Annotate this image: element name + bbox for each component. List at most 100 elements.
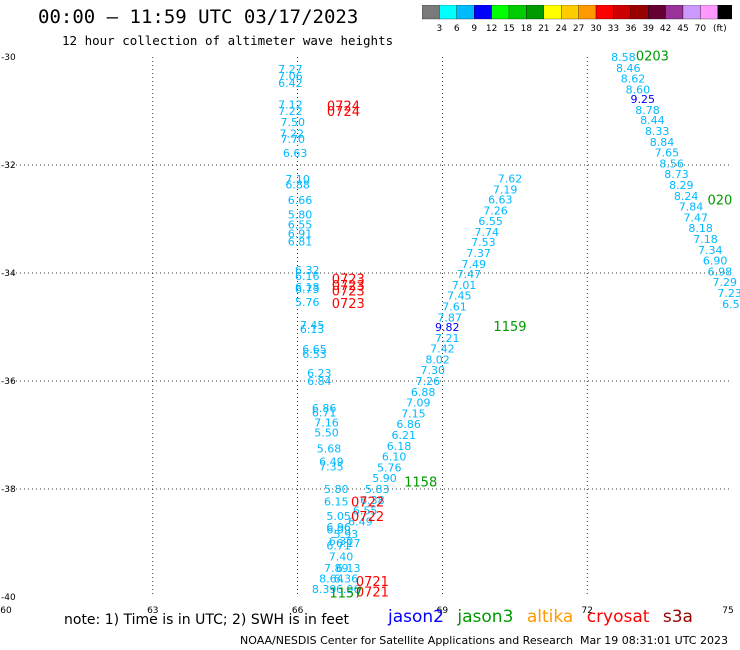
y-tick-label: -40 [1,593,16,603]
swh-value: 7.29 [713,276,738,289]
y-tick-label: -30 [1,53,16,63]
colorbar-swatch [543,5,562,20]
swh-value: 7.62 [498,173,523,186]
colorbar-swatch [422,5,440,20]
swh-value: 6.88 [411,386,436,399]
swh-value: 8.64 [319,573,344,586]
swh-value: 7.12 [278,99,303,112]
pass-time-label: 1159 [493,320,526,335]
credit-text: NOAA/NESDIS Center for Satellite Applica… [240,634,574,647]
swh-value: 6.17 [336,537,361,550]
swh-value: 8.24 [674,190,699,203]
colorbar-label: 42 [660,24,671,34]
footer-note: note: 1) Time is in UTC; 2) SWH is in fe… [64,612,350,628]
swh-value: 6.13 [336,562,361,575]
swh-value: 7.84 [679,201,704,214]
y-tick-label: -36 [1,377,16,387]
colorbar-swatch [474,5,492,20]
swh-value: 7.45 [300,319,325,332]
colorbar-label: 15 [503,24,514,34]
swh-value: 8.73 [664,168,689,181]
swh-value: 5.50 [314,426,339,439]
swh-value: 6.10 [382,451,407,464]
swh-value: 6.38 [360,494,385,507]
swh-value: 8.84 [650,136,675,149]
pass-time-label: 0723 [332,297,365,312]
swh-value: 6.18 [295,281,320,294]
swh-value: 6.81 [288,236,313,249]
swh-value: 7.19 [493,183,518,196]
swh-value: 7.18 [693,233,718,246]
colorbar-label: 45 [677,24,688,34]
swh-value: 7.70 [281,133,306,146]
swh-value: 5.76 [295,296,320,309]
colorbar-swatch [665,5,684,20]
swh-value: 6.86 [312,402,337,415]
swh-value: 7.74 [475,226,500,239]
swh-value: 6.71 [326,540,351,553]
chart-subtitle: 12 hour collection of altimeter wave hei… [62,33,394,48]
swh-value: 6.65 [302,343,327,356]
pass-time-label: 020 [708,194,733,209]
swh-value: 8.46 [616,62,641,75]
swh-value: 5.80 [288,209,313,222]
colorbar-label: 36 [625,24,637,34]
swh-value: 7.53 [471,236,496,249]
pass-time-label: 0203 [636,49,669,64]
swh-value: 6.98 [708,265,733,278]
swh-value: 7.09 [406,397,431,410]
swh-value: 8.60 [626,83,651,96]
colorbar-label: 30 [590,24,602,34]
swh-value: 6.55 [353,505,378,518]
swh-value: 7.16 [314,417,339,430]
swh-value: 7.42 [430,343,455,356]
swh-value: 5.90 [372,472,397,485]
swh-value: 9.82 [435,321,460,334]
swh-value: 8.33 [645,125,670,138]
colorbar-label: (ft) [713,24,727,34]
colorbar-label: 39 [642,24,654,34]
colorbar-swatch [578,5,597,20]
colorbar-label: 21 [538,24,549,34]
swh-value: 8.02 [425,353,450,366]
swh-value: 8.56 [659,157,684,170]
colorbar-label: 3 [437,24,443,34]
swh-value: 6.18 [387,440,412,453]
swh-value: 6.55 [478,215,503,228]
y-tick-label: -34 [1,269,16,279]
swh-value: 8.44 [640,114,665,127]
colorbar-swatch [595,5,614,20]
swh-value: 6.71 [312,406,337,419]
pass-time-label: 0724 [327,100,360,115]
swh-value: 7.65 [655,147,680,160]
swh-value: 8.62 [621,73,646,86]
swh-value: 7.15 [401,407,426,420]
swh-value: 6.84 [307,375,332,388]
x-tick-label: 72 [581,606,592,616]
swh-value: 7.49 [462,258,487,271]
colorbar-swatch [613,5,631,20]
swh-value: 8.18 [688,222,713,235]
x-tick-label: 75 [722,606,733,616]
swh-value: 6.16 [295,270,320,283]
swh-value: 6.23 [307,367,332,380]
swh-value: 6.73 [295,283,320,296]
colorbar-swatch [700,5,718,20]
axes: 60 63 66 69 72 75 -30 -32 -34 -36 -38 -40 [0,53,733,616]
generated-timestamp: Mar 19 08:31:01 UTC 2023 [580,634,728,647]
swh-value: 6.13 [300,323,325,336]
colorbar-label: 70 [695,24,707,34]
pass-time-label: 0724 [327,105,360,120]
swh-value: 7.37 [466,247,491,260]
data-points: 7.277.066.427.127.227.507.227.706.637.10… [278,49,740,601]
swh-value: 6.09 [326,524,351,537]
swh-value: 6.49 [319,455,344,468]
legend-jason3: jason3 [457,607,514,627]
swh-value: 7.45 [447,290,472,303]
swh-value: 7.30 [420,364,445,377]
swh-value: 6.63 [488,194,513,207]
swh-value: 7.23 [717,287,740,300]
legend-cryosat: cryosat [586,607,650,627]
swh-value: 6.96 [326,521,351,534]
